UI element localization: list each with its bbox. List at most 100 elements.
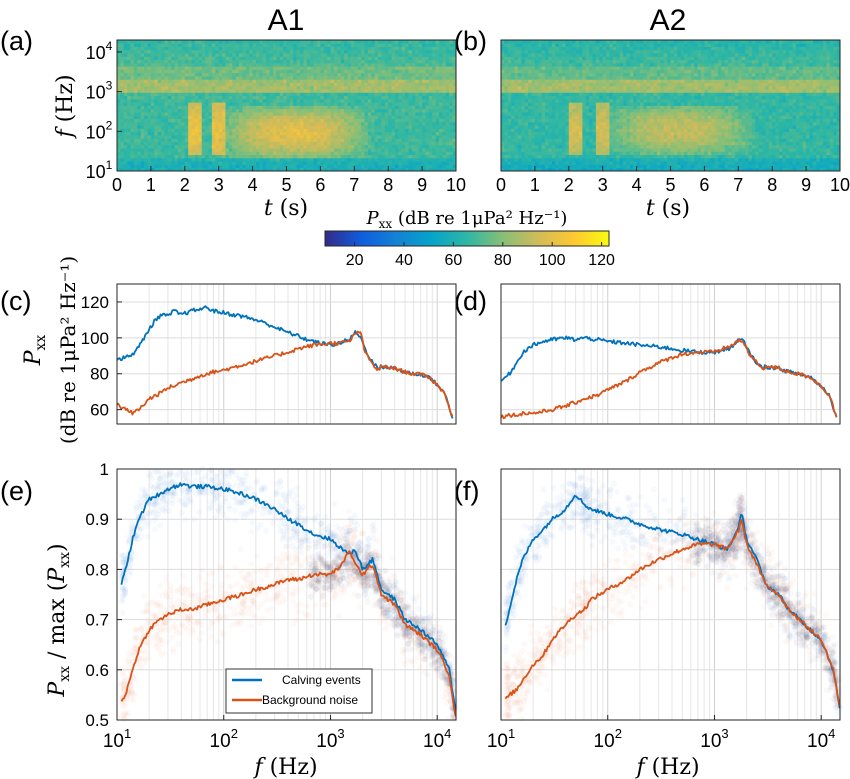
spectrogram-cell — [384, 46, 389, 51]
spectrogram-cell — [528, 89, 532, 93]
spectrogram-cell — [147, 43, 152, 47]
spectrogram-cell — [205, 154, 209, 159]
spectrogram-cell — [538, 85, 543, 90]
spectrogram-cell — [130, 92, 135, 97]
spectrogram-cell — [378, 49, 382, 54]
spectrogram-cell — [164, 79, 169, 83]
spectrogram-cell — [340, 98, 345, 103]
spectrogram-cell — [381, 125, 386, 129]
spectrogram-cell — [354, 46, 359, 51]
spectrogram-cell — [167, 92, 172, 97]
spectrogram-cell — [361, 125, 365, 129]
spectrogram-cell — [123, 72, 128, 77]
spectrogram-cell — [117, 125, 121, 129]
spectrogram-cell — [303, 85, 308, 90]
spectrogram-cell — [215, 98, 220, 103]
spectrogram-cell — [201, 144, 206, 149]
spectrogram-cell — [269, 82, 274, 87]
spectrogram-cell — [286, 125, 291, 129]
spectrogram-cell — [435, 79, 440, 83]
spectrogram-cell — [218, 85, 223, 90]
spectrogram-cell — [439, 92, 443, 97]
spectrogram-cell — [398, 92, 403, 97]
spectrogram-cell — [374, 121, 379, 126]
spectrogram-cell — [150, 62, 155, 67]
spectrogram-cell — [422, 49, 426, 54]
spectrogram-cell — [174, 141, 179, 146]
spectrogram-cell — [191, 66, 196, 70]
spectrogram-cell — [293, 43, 298, 47]
spectrogram-cell — [161, 53, 165, 57]
spectrogram-cell — [144, 56, 148, 61]
spectrogram-cell — [528, 69, 532, 74]
spectrogram-cell — [354, 49, 359, 54]
spectrogram-cell — [422, 56, 426, 61]
spectrogram-cell — [391, 105, 396, 110]
spectrogram-cell — [252, 62, 257, 67]
spectrogram-cell — [391, 112, 396, 116]
spectrogram-cell — [191, 53, 196, 57]
spectrogram-cell — [367, 92, 372, 97]
spectrogram-cell — [310, 112, 315, 116]
spectrogram-cell — [452, 89, 457, 93]
spectrogram-cell — [147, 108, 152, 113]
spectrogram-cell — [452, 134, 457, 139]
spectrogram-cell — [140, 40, 145, 44]
spectrogram-cell — [394, 164, 399, 169]
spectrogram-cell — [344, 141, 348, 146]
spectrogram-cell — [435, 56, 440, 61]
spectrogram-cell — [432, 53, 437, 57]
spectrogram-cell — [154, 108, 159, 113]
spectrogram-cell — [201, 102, 206, 106]
spectrogram-cell — [147, 40, 152, 44]
spectrogram-cell — [272, 125, 277, 129]
spectrogram-cell — [266, 134, 270, 139]
spectrogram-cell — [415, 112, 420, 116]
spectrogram-cell — [317, 131, 321, 136]
spectrogram-cell — [398, 121, 403, 126]
spectrogram-cell — [511, 40, 515, 44]
spectrogram-cell — [222, 134, 226, 139]
spectrogram-cell — [428, 151, 433, 156]
spectrogram-cell — [174, 164, 179, 169]
spectrogram-cell — [211, 66, 216, 70]
spectrogram-cell — [425, 98, 430, 103]
spectrogram-cell — [276, 128, 281, 133]
spectrogram-cell — [408, 154, 413, 159]
spectrogram-cell — [215, 167, 220, 172]
spectrogram-cell — [411, 134, 416, 139]
spectrogram-cell — [538, 108, 543, 113]
spectrogram-cell — [337, 108, 342, 113]
spectrogram-cell — [232, 151, 237, 156]
spectrogram-cell — [211, 89, 216, 93]
spectrogram-cell — [150, 128, 155, 133]
spectrogram-cell — [286, 115, 291, 119]
spectrogram-cell — [415, 131, 420, 136]
spectrogram-cell — [296, 151, 301, 156]
spectrogram-cell — [445, 125, 450, 129]
spectrogram-cell — [296, 134, 301, 139]
spectrogram-cell — [501, 98, 505, 103]
spectrogram-cell — [133, 121, 138, 126]
spectrogram-cell — [401, 76, 406, 80]
spectrogram-cell — [565, 141, 570, 146]
spectrogram-cell — [439, 154, 443, 159]
spectrogram-cell — [504, 72, 509, 77]
spectrogram-cell — [507, 66, 512, 70]
spectrogram-cell — [161, 164, 165, 169]
spectrogram-cell — [541, 157, 546, 162]
spectrogram-cell — [174, 95, 179, 100]
spectrogram-cell — [435, 164, 440, 169]
spectrogram-cell — [514, 164, 519, 169]
spectrogram-cell — [211, 108, 216, 113]
spectrogram-cell — [541, 154, 546, 159]
spectrogram-cell — [140, 49, 145, 54]
spectrogram-cell — [194, 43, 199, 47]
spectrogram-cell — [435, 43, 440, 47]
spectrogram-cell — [374, 102, 379, 106]
spectrogram-cell — [323, 69, 328, 74]
spectrogram-cell — [191, 82, 196, 87]
spectrogram-cell — [367, 43, 372, 47]
spectrogram-cell — [501, 95, 505, 100]
spectrogram-cell — [517, 121, 522, 126]
